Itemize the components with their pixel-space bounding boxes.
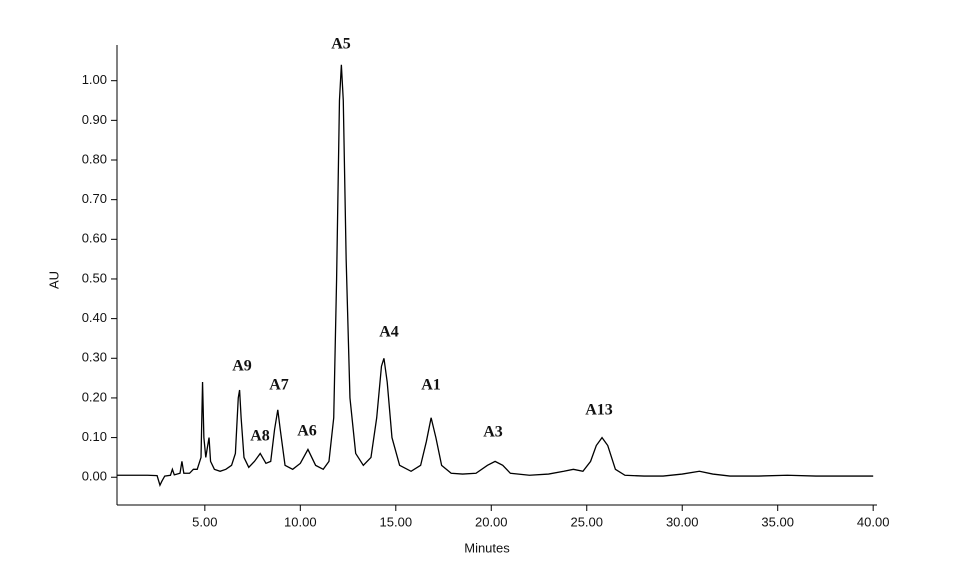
peak-label: A4 <box>379 324 399 341</box>
y-tick-label: 0.50 <box>82 270 107 285</box>
y-tick-label: 0.80 <box>82 151 107 166</box>
peak-label: A3 <box>483 424 503 441</box>
peak-label: A7 <box>269 377 289 394</box>
x-tick-label: 25.00 <box>570 514 603 529</box>
y-tick-label: 0.20 <box>82 389 107 404</box>
peak-label: A6 <box>297 423 317 440</box>
peak-label: A9 <box>232 358 252 375</box>
peak-label: A5 <box>331 36 351 53</box>
y-tick-label: 0.40 <box>82 310 107 325</box>
x-tick-label: 40.00 <box>857 514 890 529</box>
y-tick-label: 1.00 <box>82 72 107 87</box>
x-axis-label: Minutes <box>464 540 510 555</box>
trace <box>117 64 874 487</box>
y-tick-label: 0.70 <box>82 191 107 206</box>
x-tick-label: 35.00 <box>761 514 794 529</box>
y-tick-label: 0.10 <box>82 429 107 444</box>
y-tick-label: 0.00 <box>82 469 107 484</box>
x-tick-label: 15.00 <box>380 514 413 529</box>
peak-label: A8 <box>250 428 270 445</box>
y-tick-label: 0.60 <box>82 231 107 246</box>
peak-label: A13 <box>585 402 613 419</box>
x-tick-label: 20.00 <box>475 514 508 529</box>
peak-label: A1 <box>421 377 441 394</box>
x-tick-label: 10.00 <box>284 514 317 529</box>
y-axis-label: AU <box>46 271 61 289</box>
x-tick-label: 30.00 <box>666 514 699 529</box>
y-tick-label: 0.30 <box>82 350 107 365</box>
y-tick-label: 0.90 <box>82 112 107 127</box>
x-tick-label: 5.00 <box>192 514 217 529</box>
